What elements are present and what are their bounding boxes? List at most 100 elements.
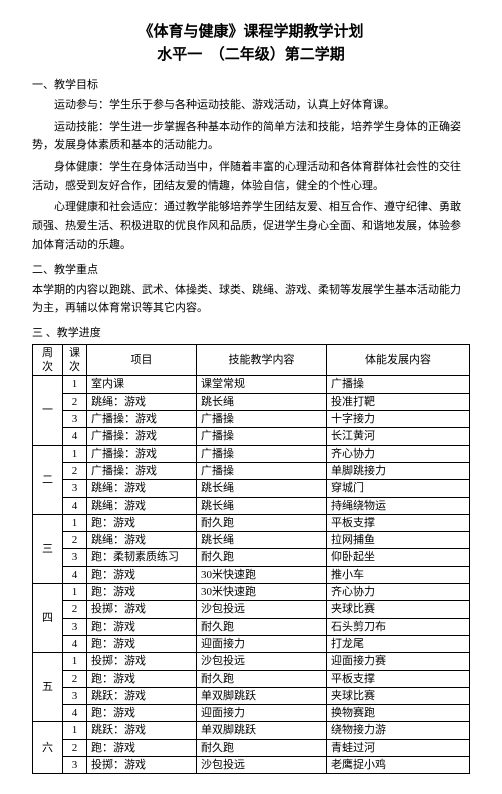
doc-subtitle: 水平一 （二年级）第二学期 xyxy=(32,43,470,64)
para: 本学期的内容以跑跳、武术、体操类、球类、跳绳、游戏、柔韧等发展学生基本活动能力为… xyxy=(32,281,470,318)
cell-num: 4 xyxy=(63,566,87,583)
table-row: 二1广播操：游戏广播操齐心协力 xyxy=(33,445,470,462)
cell-item: 跑：游戏 xyxy=(87,670,197,687)
cell-skill: 耐久跑 xyxy=(197,514,327,531)
table-row: 2跳绳：游戏跳长绳拉网捕鱼 xyxy=(33,532,470,549)
cell-skill: 跳长绳 xyxy=(197,532,327,549)
cell-item: 跑：柔韧素质练习 xyxy=(87,549,197,566)
table-row: 2跳绳：游戏跳长绳投准打靶 xyxy=(33,393,470,410)
table-row: 2跑：游戏耐久跑平板支撑 xyxy=(33,670,470,687)
cell-fitness: 迎面接力赛 xyxy=(327,653,470,670)
table-row: 六1跳跃：游戏单双脚跳跃绕物接力游 xyxy=(33,722,470,739)
section3-heading: 三 、教学进度 xyxy=(32,324,470,340)
cell-item: 跳绳：游戏 xyxy=(87,497,197,514)
para: 运动技能：学生进一步掌握各种基本动作的简单方法和技能，培养学生身体的正确姿势，发… xyxy=(32,118,470,155)
cell-skill: 30米快速跑 xyxy=(197,566,327,583)
th-week: 周次 xyxy=(33,344,63,376)
cell-skill: 跳长绳 xyxy=(197,393,327,410)
cell-num: 3 xyxy=(63,411,87,428)
cell-item: 广播操：游戏 xyxy=(87,445,197,462)
cell-item: 广播操：游戏 xyxy=(87,411,197,428)
table-row: 3跳绳：游戏跳长绳穿城门 xyxy=(33,480,470,497)
cell-week: 五 xyxy=(33,653,63,722)
cell-num: 2 xyxy=(63,532,87,549)
section1-heading: 一、教学目标 xyxy=(32,76,470,92)
cell-fitness: 打龙尾 xyxy=(327,635,470,652)
cell-fitness: 夹球比赛 xyxy=(327,601,470,618)
table-row: 3投掷：游戏沙包投远老鹰捉小鸡 xyxy=(33,757,470,774)
cell-num: 1 xyxy=(63,445,87,462)
cell-item: 投掷：游戏 xyxy=(87,653,197,670)
cell-fitness: 单脚跳接力 xyxy=(327,462,470,479)
cell-item: 跑：游戏 xyxy=(87,514,197,531)
cell-fitness: 广播操 xyxy=(327,376,470,393)
table-row: 3跑：游戏耐久跑石头剪刀布 xyxy=(33,618,470,635)
cell-item: 广播操：游戏 xyxy=(87,428,197,445)
cell-item: 跳绳：游戏 xyxy=(87,532,197,549)
cell-skill: 耐久跑 xyxy=(197,670,327,687)
cell-week: 六 xyxy=(33,722,63,774)
table-row: 2跑：游戏耐久跑青蛙过河 xyxy=(33,739,470,756)
cell-item: 跑：游戏 xyxy=(87,739,197,756)
cell-skill: 课堂常规 xyxy=(197,376,327,393)
cell-item: 投掷：游戏 xyxy=(87,757,197,774)
table-row: 4跑：游戏迎面接力打龙尾 xyxy=(33,635,470,652)
cell-fitness: 青蛙过河 xyxy=(327,739,470,756)
cell-fitness: 拉网捕鱼 xyxy=(327,532,470,549)
cell-fitness: 老鹰捉小鸡 xyxy=(327,757,470,774)
table-row: 三1跑：游戏耐久跑平板支撑 xyxy=(33,514,470,531)
cell-skill: 跳长绳 xyxy=(197,480,327,497)
cell-num: 1 xyxy=(63,653,87,670)
cell-fitness: 绕物接力游 xyxy=(327,722,470,739)
cell-item: 跑：游戏 xyxy=(87,705,197,722)
cell-fitness: 平板支撑 xyxy=(327,670,470,687)
cell-num: 4 xyxy=(63,428,87,445)
cell-item: 广播操：游戏 xyxy=(87,462,197,479)
th-fitness: 体能发展内容 xyxy=(327,344,470,376)
cell-fitness: 齐心协力 xyxy=(327,445,470,462)
cell-num: 2 xyxy=(63,739,87,756)
th-num: 课次 xyxy=(63,344,87,376)
cell-item: 跳绳：游戏 xyxy=(87,393,197,410)
cell-fitness: 齐心协力 xyxy=(327,584,470,601)
cell-num: 3 xyxy=(63,757,87,774)
cell-item: 跑：游戏 xyxy=(87,566,197,583)
cell-skill: 迎面接力 xyxy=(197,635,327,652)
table-row: 2广播操：游戏广播操单脚跳接力 xyxy=(33,462,470,479)
cell-fitness: 推小车 xyxy=(327,566,470,583)
cell-num: 4 xyxy=(63,705,87,722)
cell-fitness: 十字接力 xyxy=(327,411,470,428)
cell-num: 3 xyxy=(63,549,87,566)
table-row: 一1室内课课堂常规广播操 xyxy=(33,376,470,393)
cell-skill: 广播操 xyxy=(197,428,327,445)
table-row: 4跑：游戏30米快速跑推小车 xyxy=(33,566,470,583)
table-row: 2投掷：游戏沙包投远夹球比赛 xyxy=(33,601,470,618)
cell-num: 2 xyxy=(63,393,87,410)
cell-skill: 单双脚跳跃 xyxy=(197,722,327,739)
cell-skill: 跳长绳 xyxy=(197,497,327,514)
cell-skill: 30米快速跑 xyxy=(197,584,327,601)
cell-num: 1 xyxy=(63,376,87,393)
cell-skill: 沙包投远 xyxy=(197,601,327,618)
cell-week: 四 xyxy=(33,584,63,653)
cell-num: 3 xyxy=(63,480,87,497)
cell-week: 二 xyxy=(33,445,63,514)
table-row: 4广播操：游戏广播操长江黄河 xyxy=(33,428,470,445)
th-skill: 技能教学内容 xyxy=(197,344,327,376)
cell-num: 3 xyxy=(63,618,87,635)
section2-heading: 二、教学重点 xyxy=(32,261,470,277)
cell-num: 1 xyxy=(63,584,87,601)
cell-item: 跑：游戏 xyxy=(87,618,197,635)
para: 身体健康：学生在身体活动当中，伴随着丰富的心理活动和各体育群体社会性的交往活动，… xyxy=(32,158,470,195)
cell-num: 4 xyxy=(63,635,87,652)
cell-num: 2 xyxy=(63,601,87,618)
cell-skill: 沙包投远 xyxy=(197,757,327,774)
para: 心理健康和社会适应：通过教学能够培养学生团结友爱、相互合作、遵守纪律、勇敢顽强、… xyxy=(32,198,470,254)
cell-skill: 广播操 xyxy=(197,462,327,479)
cell-skill: 沙包投远 xyxy=(197,653,327,670)
cell-fitness: 石头剪刀布 xyxy=(327,618,470,635)
cell-num: 2 xyxy=(63,670,87,687)
table-row: 3跳跃：游戏单双脚跳跃夹球比赛 xyxy=(33,687,470,704)
table-row: 4跳绳：游戏跳长绳持绳绕物运 xyxy=(33,497,470,514)
cell-fitness: 仰卧起坐 xyxy=(327,549,470,566)
